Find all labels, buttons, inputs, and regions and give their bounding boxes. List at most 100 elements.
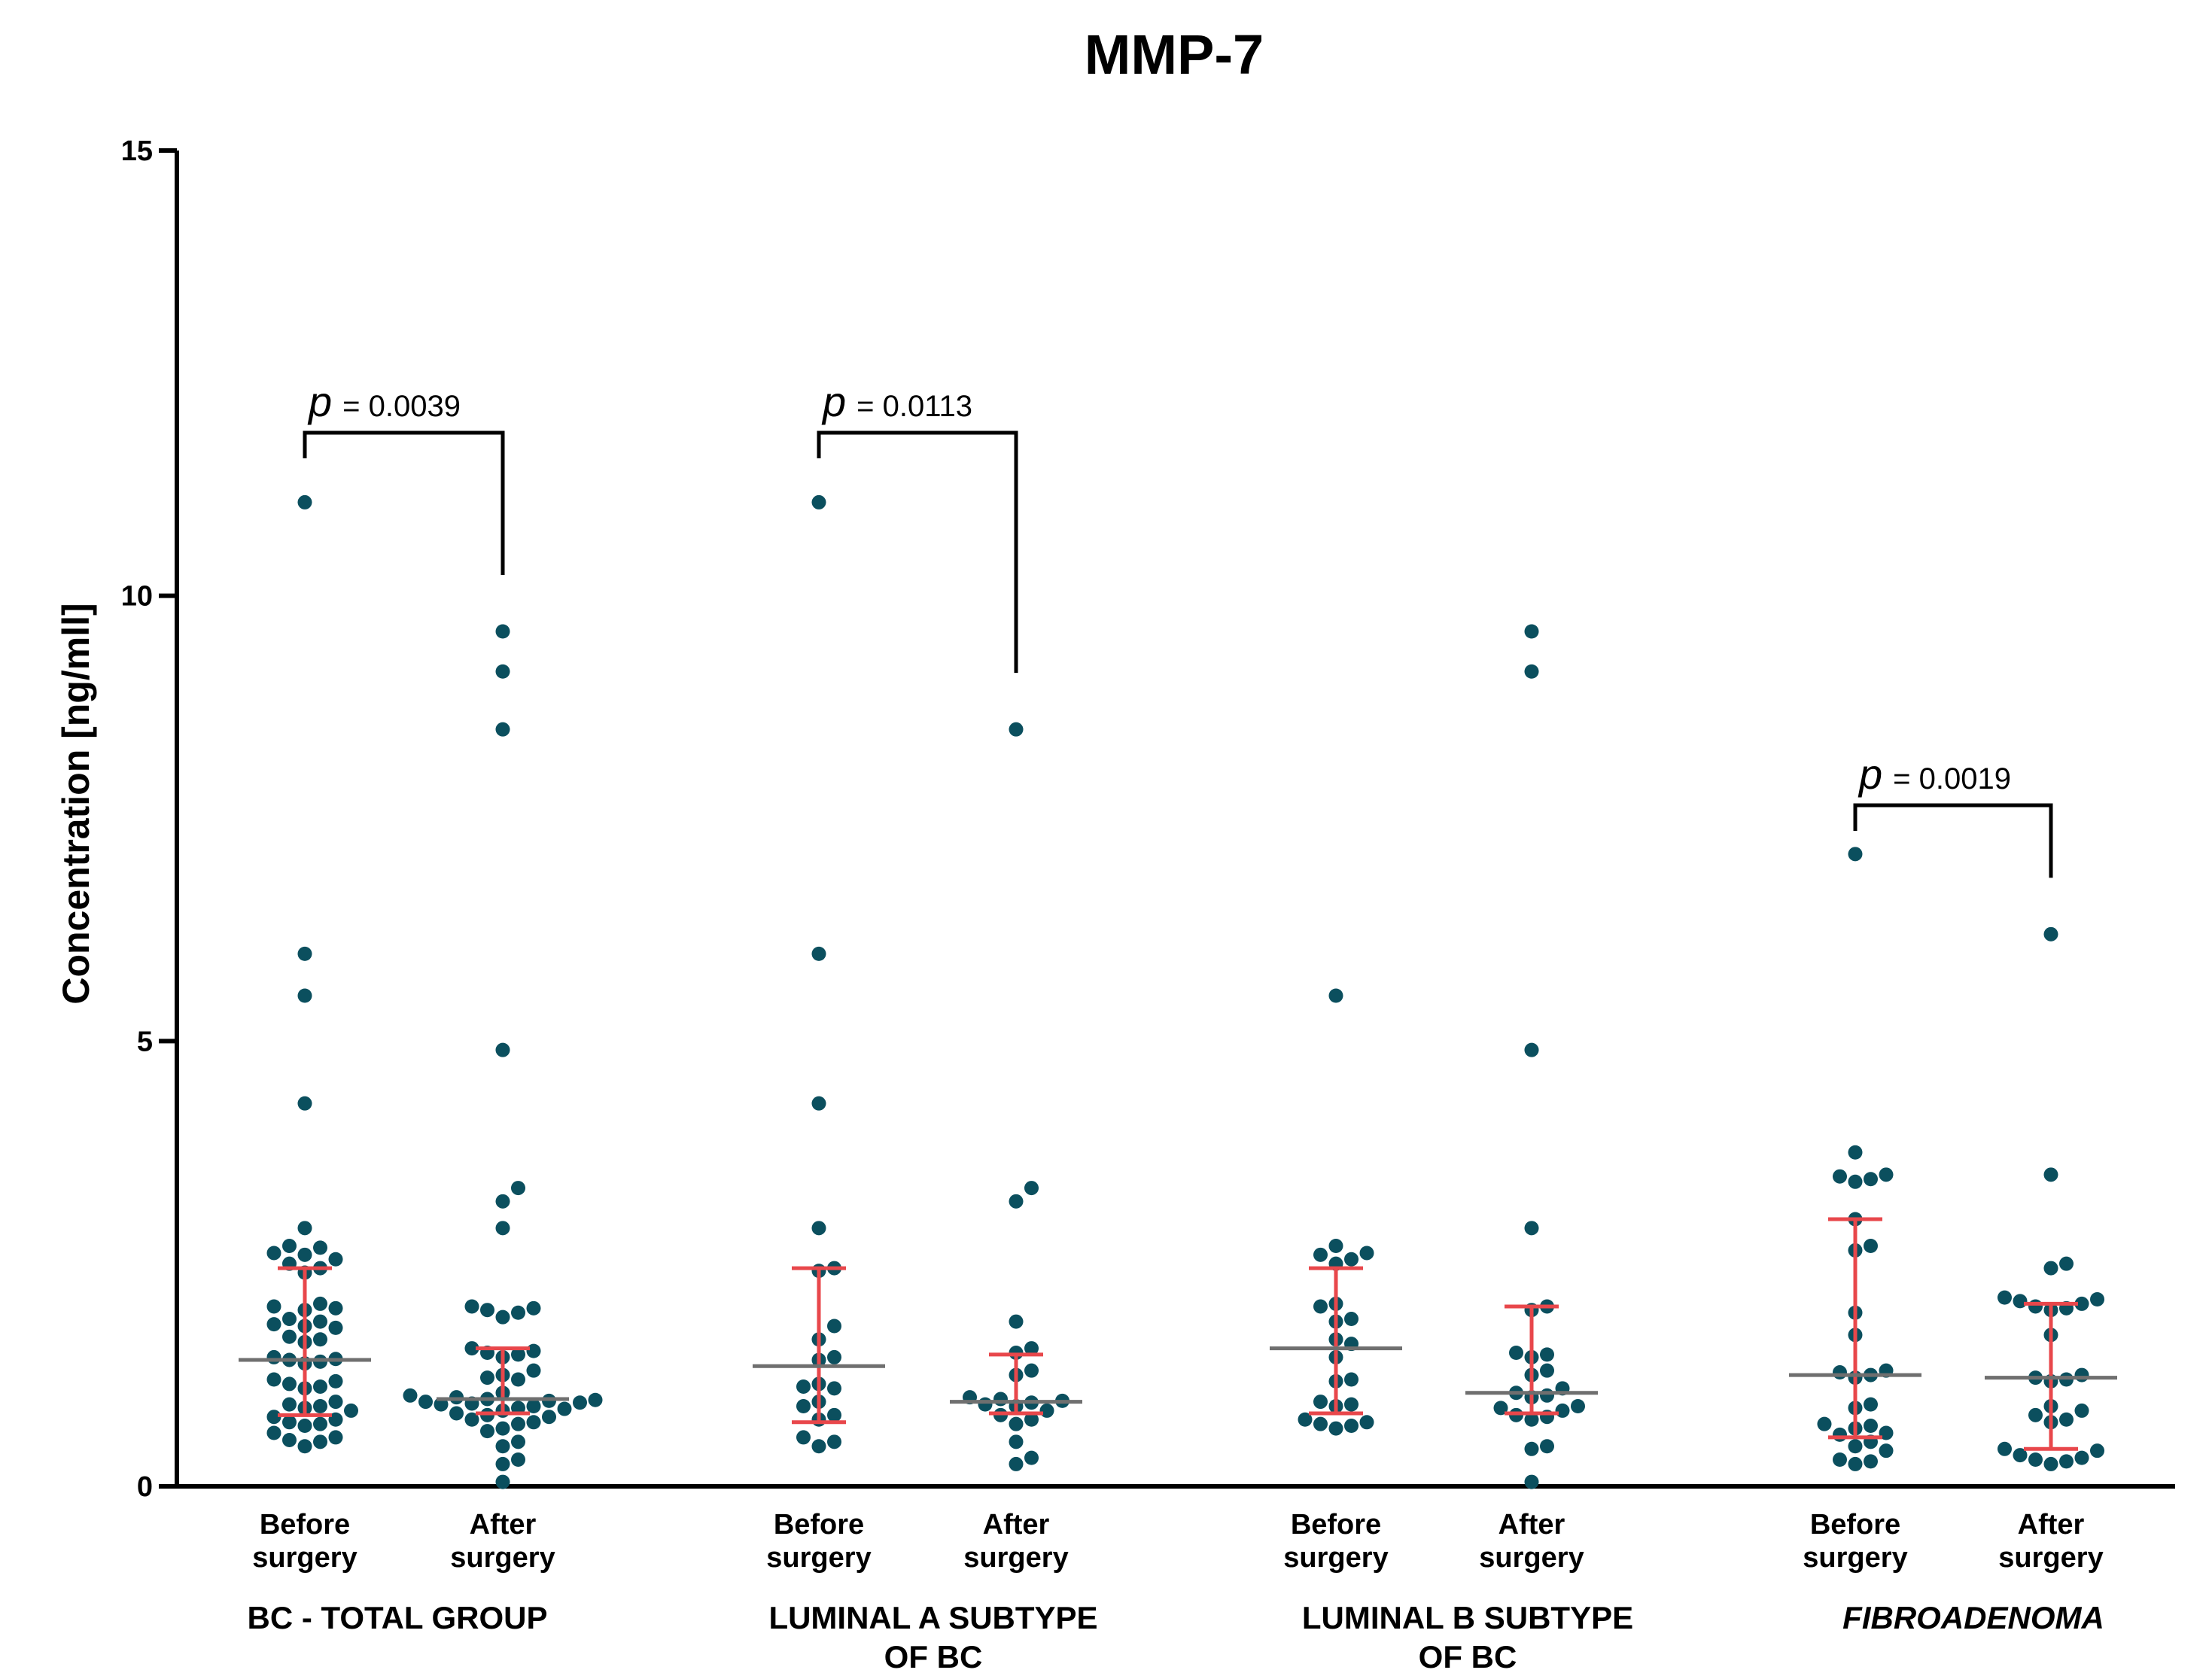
data-point xyxy=(1344,1397,1359,1412)
data-point xyxy=(526,1399,541,1413)
data-point xyxy=(1298,1412,1313,1427)
x-category-label: surgery xyxy=(1803,1542,1907,1574)
data-point xyxy=(1509,1346,1523,1360)
group-label: OF BC xyxy=(1419,1639,1517,1674)
data-point xyxy=(328,1320,343,1335)
data-point xyxy=(328,1430,343,1445)
data-point xyxy=(313,1240,327,1255)
data-point xyxy=(511,1434,525,1449)
p-value-label: p = 0.0019 xyxy=(1858,750,2011,798)
data-point xyxy=(811,946,826,961)
x-category-label: After xyxy=(1499,1509,1565,1541)
data-point xyxy=(827,1381,841,1396)
data-point xyxy=(526,1343,541,1358)
error-bars xyxy=(239,1217,2117,1451)
data-point xyxy=(1848,1174,1863,1189)
data-point xyxy=(811,1096,826,1111)
p-value-label: p = 0.0039 xyxy=(307,378,461,425)
data-point xyxy=(266,1349,281,1364)
data-point xyxy=(1344,1312,1359,1327)
data-point xyxy=(1864,1397,1878,1412)
data-point xyxy=(1313,1416,1328,1431)
data-point xyxy=(328,1300,343,1316)
data-point xyxy=(1524,664,1539,679)
data-point xyxy=(1524,1474,1539,1489)
data-point xyxy=(313,1332,327,1347)
data-point xyxy=(1024,1341,1039,1356)
data-point xyxy=(266,1372,281,1387)
data-point xyxy=(297,946,312,961)
x-category-label: surgery xyxy=(252,1542,357,1574)
data-point xyxy=(282,1239,297,1253)
data-point xyxy=(495,1221,510,1236)
data-point xyxy=(313,1296,327,1311)
data-point xyxy=(495,1309,510,1325)
data-point xyxy=(1864,1172,1878,1187)
data-point xyxy=(282,1329,297,1344)
data-point xyxy=(796,1379,811,1394)
data-point xyxy=(297,988,312,1003)
data-point xyxy=(511,1181,525,1196)
data-point xyxy=(266,1299,281,1314)
data-point xyxy=(282,1376,297,1392)
data-point xyxy=(573,1395,587,1410)
data-point xyxy=(1817,1416,1832,1431)
data-point xyxy=(1344,1372,1359,1387)
data-point xyxy=(1879,1443,1894,1459)
data-point xyxy=(2059,1412,2074,1427)
p-value-label: p = 0.0113 xyxy=(821,378,972,425)
chart-title: MMP-7 xyxy=(1085,23,1264,86)
data-point xyxy=(1848,847,1863,862)
data-point xyxy=(464,1341,479,1356)
x-category-label: surgery xyxy=(766,1542,871,1574)
data-point xyxy=(464,1412,479,1427)
data-point xyxy=(1024,1181,1039,1196)
data-point xyxy=(297,1439,312,1454)
data-point xyxy=(1328,1239,1343,1253)
data-point xyxy=(1024,1412,1039,1427)
significance-bracket xyxy=(303,430,505,575)
data-point xyxy=(2090,1443,2104,1459)
data-point xyxy=(328,1412,343,1427)
data-point xyxy=(511,1452,525,1467)
data-point xyxy=(495,1439,510,1454)
data-point xyxy=(2013,1448,2028,1463)
data-point xyxy=(1344,1252,1359,1267)
data-point xyxy=(511,1305,525,1320)
group-label: LUMINAL B SUBTYPE xyxy=(1302,1600,1633,1635)
data-point xyxy=(542,1410,556,1425)
data-point xyxy=(1009,1416,1024,1431)
x-category-labels: BeforesurgeryAftersurgeryBeforesurgeryAf… xyxy=(252,1509,2103,1574)
data-point xyxy=(1524,1042,1539,1057)
data-point xyxy=(328,1252,343,1267)
x-category-label: Before xyxy=(1810,1509,1900,1541)
data-point xyxy=(495,1042,510,1057)
data-point xyxy=(811,1439,826,1454)
group-label: LUMINAL A SUBTYPE xyxy=(768,1600,1097,1635)
data-point xyxy=(2074,1403,2089,1418)
data-point xyxy=(495,722,510,737)
data-point xyxy=(511,1347,525,1362)
data-point xyxy=(2074,1367,2089,1382)
data-point xyxy=(464,1299,479,1314)
significance-bracket xyxy=(817,430,1018,674)
data-point xyxy=(1864,1454,1878,1469)
data-point xyxy=(993,1392,1008,1407)
data-point xyxy=(1540,1363,1554,1378)
data-point xyxy=(557,1401,572,1416)
data-point xyxy=(1879,1425,1894,1440)
data-point xyxy=(313,1416,327,1431)
data-point xyxy=(1328,1421,1343,1436)
data-point xyxy=(282,1415,297,1430)
data-point xyxy=(588,1392,603,1407)
data-point xyxy=(328,1373,343,1389)
data-point xyxy=(344,1403,358,1418)
data-point xyxy=(526,1415,541,1430)
data-point xyxy=(1997,1290,2012,1305)
x-category-label: surgery xyxy=(1479,1542,1584,1574)
data-point xyxy=(495,1456,510,1471)
data-point xyxy=(1864,1239,1878,1253)
data-point xyxy=(282,1312,297,1327)
data-point xyxy=(811,1221,826,1236)
